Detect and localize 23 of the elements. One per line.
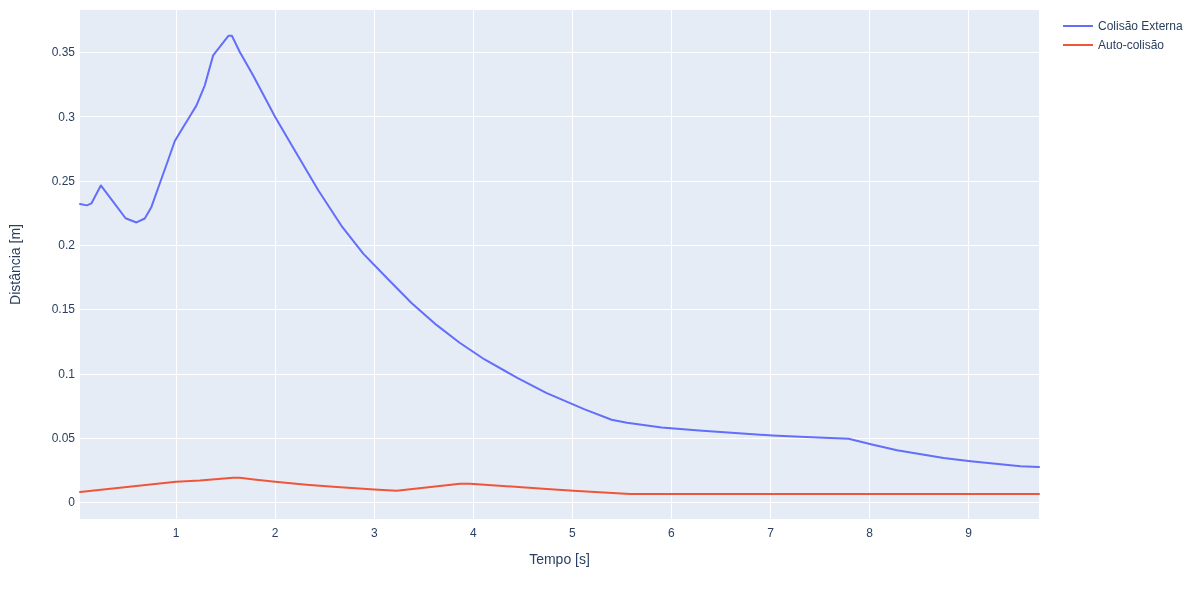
y-tick-label: 0.15 <box>51 302 76 317</box>
x-tick-label: 2 <box>271 526 279 540</box>
y-tick-label: 0.05 <box>51 431 76 446</box>
y-tick-label: 0.35 <box>51 45 76 60</box>
x-tick-label: 9 <box>965 526 973 540</box>
x-tick-label: 6 <box>668 526 676 540</box>
x-tick-label: 4 <box>469 526 477 540</box>
y-tick-label: 0.25 <box>51 173 76 188</box>
x-tick-label: 3 <box>370 526 378 540</box>
line-series <box>79 34 1040 468</box>
x-tick-label: 8 <box>866 526 874 540</box>
y-tick-label: 0 <box>68 495 76 510</box>
legend-label: Colisão Externa <box>1098 19 1184 33</box>
x-tick-label: 5 <box>569 526 577 540</box>
x-tick-label: 7 <box>767 526 775 540</box>
x-axis-title: Tempo [s] <box>529 551 590 567</box>
y-tick-label: 0.1 <box>58 366 76 381</box>
x-tick-label: 1 <box>172 526 180 540</box>
y-axis-title: Distância [m] <box>7 224 23 305</box>
y-tick-label: 0.2 <box>58 238 76 253</box>
y-tick-label: 0.3 <box>58 109 76 124</box>
line-series <box>79 476 1040 495</box>
legend-label: Auto-colisão <box>1098 38 1165 52</box>
